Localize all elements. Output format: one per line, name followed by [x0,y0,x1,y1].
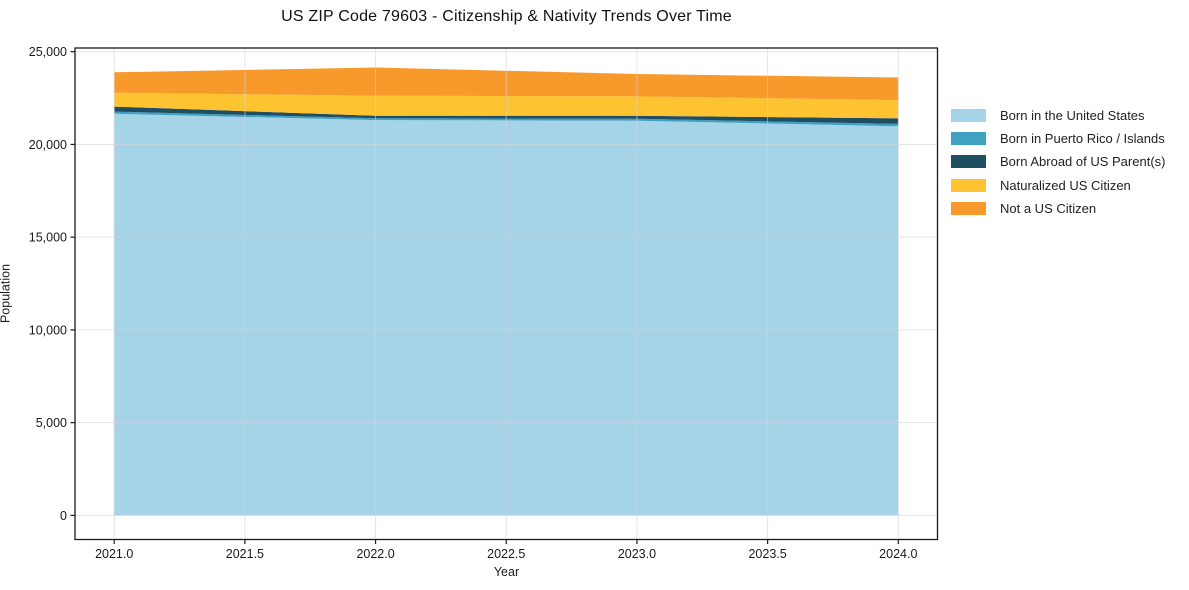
legend-swatch-icon [951,132,986,146]
legend-swatch-icon [951,155,986,169]
legend-item: Naturalized US Citizen [951,174,1165,197]
legend-label: Not a US Citizen [1000,200,1097,216]
x-axis-label: Year [493,565,520,579]
legend-swatch-icon [951,178,986,192]
legend-item: Born in Puerto Rico / Islands [951,127,1165,150]
legend-swatch-icon [951,109,986,123]
legend-label: Born in the United States [1000,108,1145,124]
legend-item: Born in the United States [951,104,1165,127]
area-born-abroad-of-us-parent-s [114,106,899,124]
legend-item: Born Abroad of US Parent(s) [951,150,1165,173]
x-tick-label: 2021.5 [226,547,264,561]
y-axis-label: Population [0,263,13,324]
x-tick-label: 2022.0 [356,547,394,561]
x-tick-label: 2023.5 [748,547,786,561]
x-tick-label: 2021.0 [95,547,133,561]
y-tick-label: 15,000 [29,231,67,245]
chart-title: US ZIP Code 79603 - Citizenship & Nativi… [281,8,732,25]
y-tick-label: 10,000 [29,323,67,337]
legend-swatch-icon [951,201,986,215]
y-tick-label: 25,000 [29,45,67,59]
y-tick-label: 5,000 [36,416,67,430]
legend: Born in the United States Born in Puerto … [951,104,1165,220]
y-tick-label: 0 [60,509,67,523]
legend-label: Born in Puerto Rico / Islands [1000,131,1165,147]
legend-item: Not a US Citizen [951,197,1165,220]
legend-label: Born Abroad of US Parent(s) [1000,154,1166,170]
x-tick-label: 2024.0 [879,547,917,561]
legend-label: Naturalized US Citizen [1000,177,1131,193]
x-tick-label: 2023.0 [618,547,656,561]
y-tick-label: 20,000 [29,138,67,152]
x-tick-label: 2022.5 [487,547,525,561]
